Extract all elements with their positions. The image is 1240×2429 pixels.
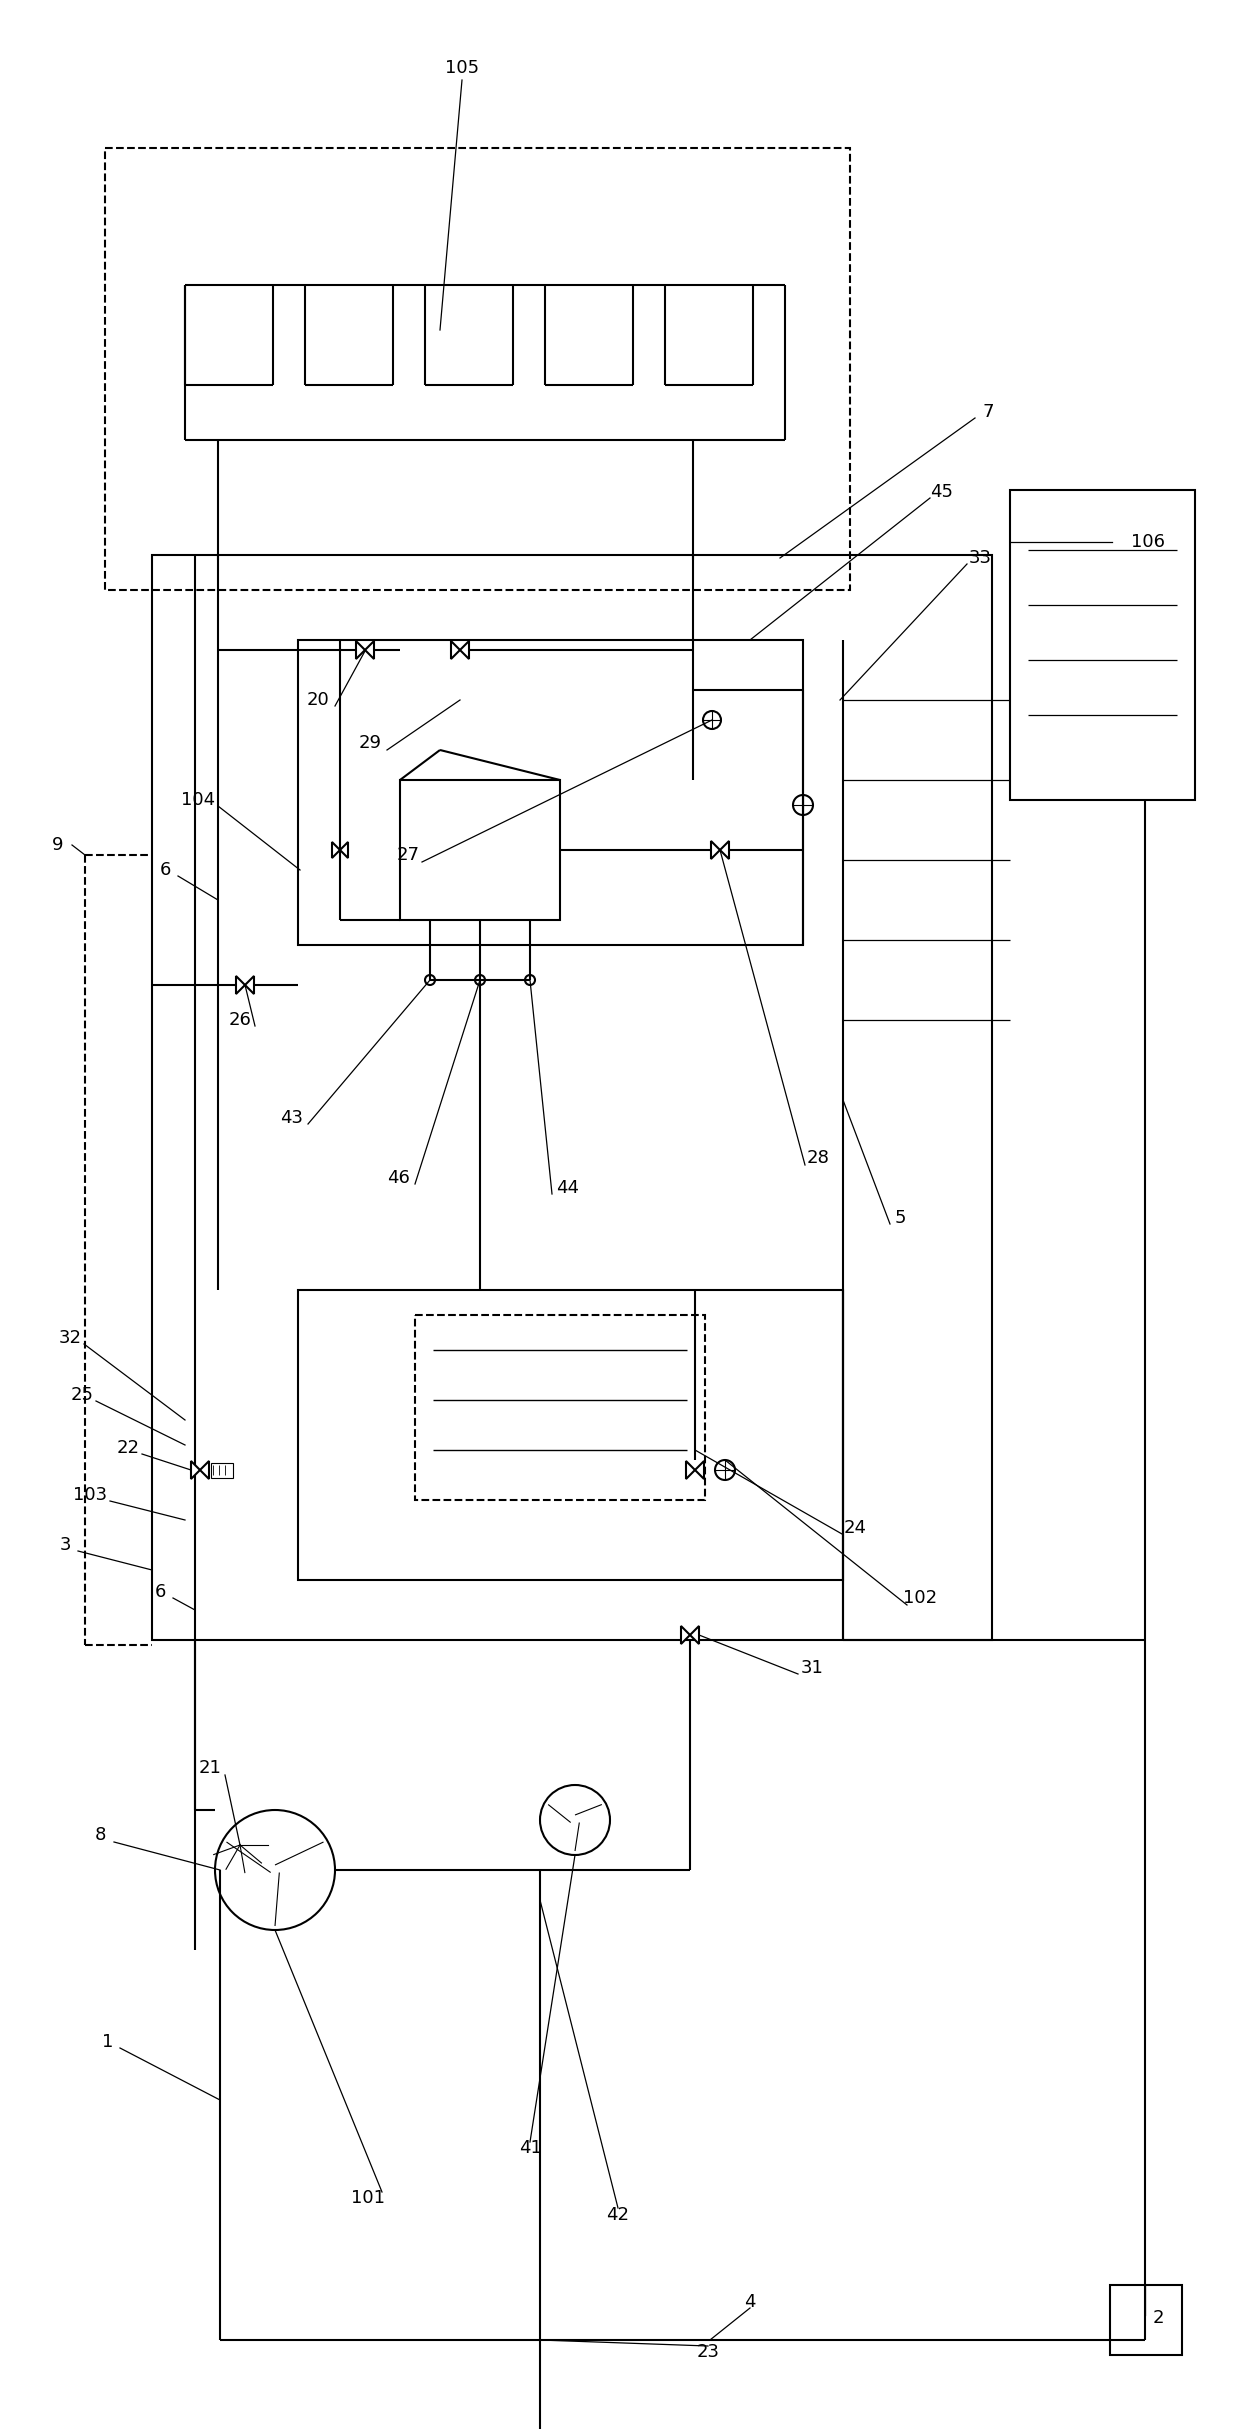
Bar: [401, 780, 560, 921]
Bar: [298, 639, 804, 945]
Bar: [211, 1462, 233, 1477]
Polygon shape: [451, 641, 460, 658]
Polygon shape: [236, 976, 246, 993]
Text: 26: 26: [228, 1010, 252, 1030]
Text: 45: 45: [930, 483, 954, 500]
Polygon shape: [711, 840, 720, 860]
Text: 41: 41: [518, 2140, 542, 2157]
Text: 9: 9: [52, 836, 63, 855]
Text: 42: 42: [606, 2206, 630, 2225]
Text: 105: 105: [445, 58, 479, 78]
Text: 8: 8: [94, 1827, 105, 1844]
Polygon shape: [356, 641, 365, 658]
Text: 44: 44: [557, 1178, 579, 1197]
Polygon shape: [689, 1625, 699, 1644]
Polygon shape: [332, 843, 340, 857]
Text: 24: 24: [843, 1518, 867, 1538]
Polygon shape: [365, 641, 374, 658]
Text: 4: 4: [744, 2293, 755, 2310]
Text: 7: 7: [982, 403, 993, 420]
Polygon shape: [246, 976, 254, 993]
Text: 6: 6: [159, 860, 171, 879]
Polygon shape: [460, 641, 469, 658]
Text: 103: 103: [73, 1487, 107, 1504]
Text: 33: 33: [968, 549, 992, 566]
Text: 2: 2: [1152, 2310, 1164, 2327]
Text: 106: 106: [1131, 532, 1166, 551]
Bar: [153, 554, 992, 1640]
Polygon shape: [720, 840, 729, 860]
Bar: [415, 1314, 706, 1501]
Text: 23: 23: [697, 2344, 719, 2361]
Text: 43: 43: [280, 1110, 304, 1127]
Bar: [105, 148, 849, 590]
Text: 29: 29: [358, 734, 382, 753]
Text: 1: 1: [103, 2033, 114, 2050]
Bar: [1011, 491, 1195, 799]
Text: 20: 20: [306, 690, 330, 709]
Text: 3: 3: [60, 1535, 71, 1555]
Polygon shape: [340, 843, 348, 857]
Text: 21: 21: [198, 1759, 222, 1778]
Text: 25: 25: [71, 1387, 93, 1404]
Text: 46: 46: [387, 1168, 409, 1188]
Text: 27: 27: [397, 845, 419, 865]
Text: 32: 32: [58, 1329, 82, 1348]
Polygon shape: [686, 1460, 694, 1479]
Bar: [298, 1290, 843, 1579]
Text: 104: 104: [181, 792, 215, 809]
Text: 5: 5: [894, 1210, 905, 1227]
Text: 6: 6: [154, 1584, 166, 1601]
Text: 102: 102: [903, 1589, 937, 1608]
Text: 22: 22: [117, 1438, 139, 1457]
Text: 31: 31: [801, 1659, 823, 1676]
Polygon shape: [694, 1460, 704, 1479]
Polygon shape: [681, 1625, 689, 1644]
Polygon shape: [191, 1460, 200, 1479]
Text: 101: 101: [351, 2189, 384, 2208]
Bar: [1110, 2286, 1182, 2356]
Polygon shape: [200, 1460, 210, 1479]
Text: 28: 28: [806, 1149, 830, 1166]
